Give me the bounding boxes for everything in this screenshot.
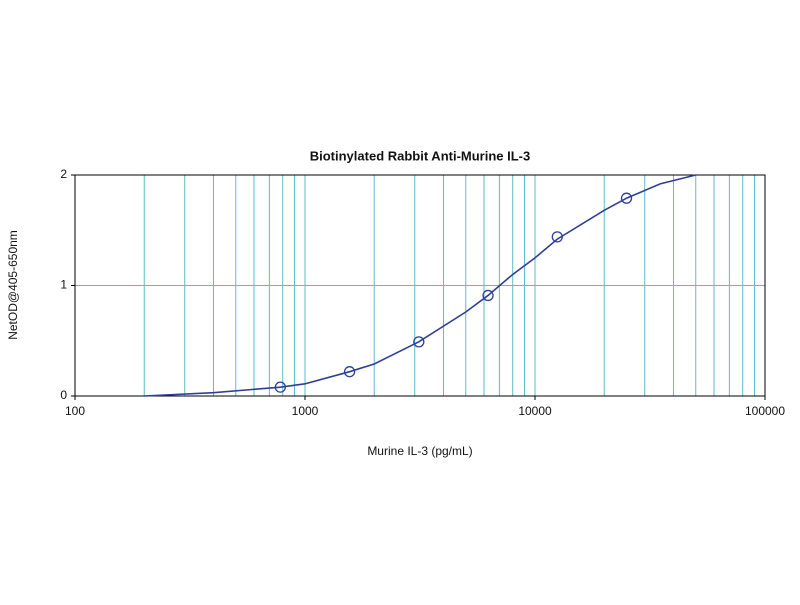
x-tick-label: 100000 xyxy=(745,404,785,418)
y-axis-label: NetOD@405-650nm xyxy=(6,230,20,340)
y-tick-label: 0 xyxy=(60,388,67,402)
data-point xyxy=(482,289,494,302)
data-point xyxy=(620,192,633,204)
x-tick-label: 10000 xyxy=(518,404,552,418)
fit-curve xyxy=(144,174,696,397)
x-tick-label: 100 xyxy=(65,404,85,418)
y-tick-label: 1 xyxy=(60,278,67,292)
data-point xyxy=(343,366,356,378)
data-point xyxy=(551,231,563,243)
data-point xyxy=(274,381,286,393)
chart-title: Biotinylated Rabbit Anti-Murine IL-3 xyxy=(310,148,531,163)
data-point xyxy=(413,336,425,348)
y-tick-label: 2 xyxy=(60,167,67,181)
x-tick-label: 1000 xyxy=(292,404,319,418)
x-axis-label: Murine IL-3 (pg/mL) xyxy=(367,444,472,458)
